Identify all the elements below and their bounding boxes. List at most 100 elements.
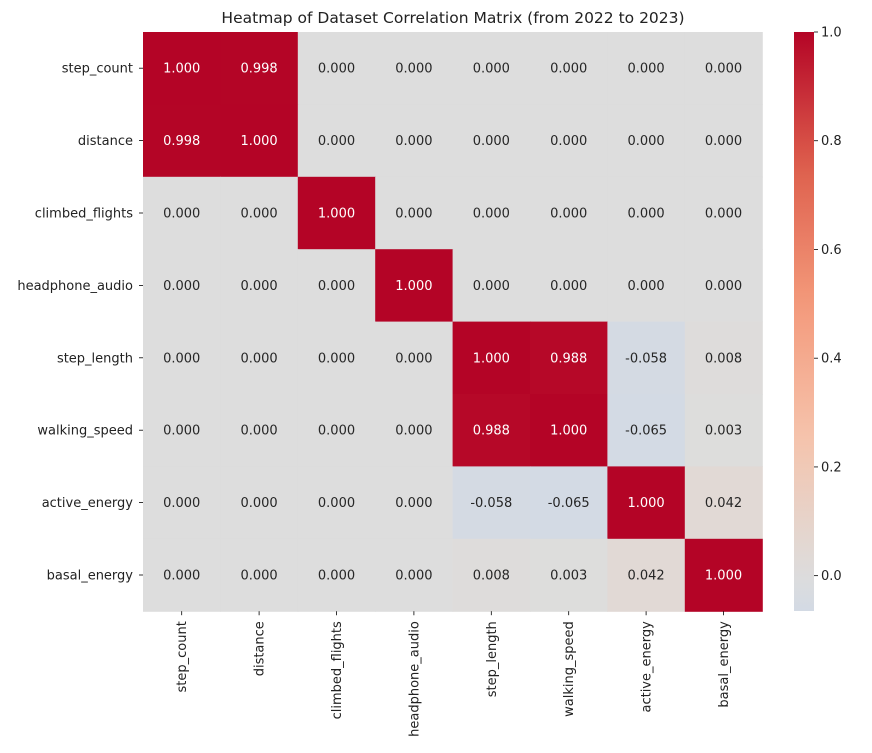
cell-value-label: 1.000 bbox=[395, 279, 432, 294]
y-tick-label: headphone_audio bbox=[17, 279, 133, 294]
cell-value-label: 1.000 bbox=[240, 134, 277, 149]
colorbar-tick-label: 0.8 bbox=[821, 134, 842, 149]
heatmap-cell bbox=[684, 321, 763, 395]
cell-value-label: 0.000 bbox=[473, 62, 510, 77]
cell-value-label: 0.008 bbox=[705, 351, 742, 366]
cell-value-label: 0.000 bbox=[240, 569, 277, 584]
heatmap-cell bbox=[220, 104, 299, 178]
cell-value-label: 0.988 bbox=[473, 424, 510, 439]
cell-annotations: 1.000 0.998 0.000 0.000 0.000 0.000 0.000 0.000… bbox=[163, 62, 742, 584]
heatmap-cell bbox=[297, 104, 376, 178]
chart-title: Heatmap of Dataset Correlation Matrix (f… bbox=[221, 9, 684, 27]
cell-value-label: 0.000 bbox=[705, 134, 742, 149]
heatmap-cell bbox=[220, 32, 299, 105]
heatmap-cell bbox=[297, 321, 376, 395]
cell-value-label: 0.000 bbox=[473, 207, 510, 222]
heatmap-cell bbox=[530, 104, 608, 178]
heatmap-cell bbox=[530, 394, 608, 467]
cell-value-label: 0.988 bbox=[550, 351, 587, 366]
y-tick-label: step_length bbox=[57, 351, 133, 366]
heatmap-cell bbox=[607, 176, 686, 250]
heatmap-cell bbox=[143, 321, 221, 395]
colorbar-tick-label: 0.2 bbox=[821, 460, 842, 475]
cell-value-label: 0.000 bbox=[240, 351, 277, 366]
cell-value-label: 0.000 bbox=[318, 424, 355, 439]
x-tick-label: climbed_flights bbox=[330, 621, 345, 719]
cell-value-label: 1.000 bbox=[550, 424, 587, 439]
y-tick-label: active_energy bbox=[42, 496, 134, 511]
cell-value-label: 0.000 bbox=[163, 207, 200, 222]
heatmap-cell bbox=[684, 249, 763, 323]
heatmap-cell bbox=[143, 249, 221, 323]
cell-value-label: 0.000 bbox=[318, 351, 355, 366]
heatmap-cell bbox=[143, 538, 221, 612]
heatmap-cell bbox=[220, 394, 299, 467]
cell-value-label: 1.000 bbox=[627, 496, 664, 511]
heatmap-cell bbox=[607, 104, 686, 178]
cell-value-label: 0.000 bbox=[705, 207, 742, 222]
heatmap-cell bbox=[684, 176, 763, 250]
heatmap-cell bbox=[452, 176, 531, 250]
heatmap-cell bbox=[297, 249, 376, 323]
heatmap-cell bbox=[684, 466, 763, 540]
cell-value-label: 0.000 bbox=[705, 62, 742, 77]
heatmap-cell bbox=[530, 32, 608, 105]
colorbar: 0.0 0.2 0.4 0.6 0.8 1.0 bbox=[794, 26, 842, 611]
cell-value-label: -0.058 bbox=[470, 496, 512, 511]
x-tick-label: active_energy bbox=[640, 621, 655, 713]
cell-value-label: 0.000 bbox=[395, 424, 432, 439]
y-tick-label: walking_speed bbox=[37, 424, 133, 439]
heatmap-cell bbox=[452, 249, 531, 323]
cell-value-label: 0.000 bbox=[163, 279, 200, 294]
x-tick-label: walking_speed bbox=[562, 621, 577, 717]
heatmap-cell bbox=[375, 249, 454, 323]
cell-value-label: 0.000 bbox=[240, 279, 277, 294]
heatmap-cell bbox=[530, 466, 608, 540]
heatmap-cell bbox=[375, 321, 454, 395]
x-tick-label: distance bbox=[253, 621, 268, 676]
cell-value-label: 0.000 bbox=[240, 496, 277, 511]
cell-value-label: 0.042 bbox=[705, 496, 742, 511]
x-tick-label: step_length bbox=[485, 621, 500, 697]
cell-value-label: 0.008 bbox=[473, 569, 510, 584]
heatmap-cell bbox=[452, 32, 531, 105]
cell-value-label: 0.000 bbox=[473, 279, 510, 294]
heatmap-cell bbox=[530, 249, 608, 323]
cell-value-label: 0.000 bbox=[395, 207, 432, 222]
cell-value-label: 0.000 bbox=[550, 207, 587, 222]
heatmap-cell bbox=[530, 321, 608, 395]
heatmap-cell bbox=[297, 394, 376, 467]
heatmap-cell bbox=[684, 32, 763, 105]
cell-value-label: 0.000 bbox=[318, 134, 355, 149]
heatmap-cell bbox=[297, 466, 376, 540]
x-tick-labels: step_count distance climbed_flights headpho… bbox=[175, 611, 732, 737]
colorbar-ticks: 0.0 0.2 0.4 0.6 0.8 1.0 bbox=[814, 26, 842, 584]
y-tick-label: distance bbox=[78, 134, 133, 149]
heatmap-cells bbox=[143, 32, 763, 612]
heatmap-cell bbox=[375, 176, 454, 250]
cell-value-label: -0.058 bbox=[625, 351, 667, 366]
cell-value-label: 0.000 bbox=[395, 351, 432, 366]
cell-value-label: 1.000 bbox=[163, 62, 200, 77]
cell-value-label: 0.998 bbox=[240, 62, 277, 77]
cell-value-label: 0.000 bbox=[395, 62, 432, 77]
cell-value-label: 0.000 bbox=[395, 496, 432, 511]
heatmap-cell bbox=[220, 176, 299, 250]
cell-value-label: 0.000 bbox=[318, 279, 355, 294]
cell-value-label: 0.000 bbox=[627, 62, 664, 77]
cell-value-label: 0.000 bbox=[318, 62, 355, 77]
cell-value-label: 0.000 bbox=[627, 134, 664, 149]
cell-value-label: 0.003 bbox=[550, 569, 587, 584]
heatmap-cell bbox=[143, 394, 221, 467]
cell-value-label: 0.000 bbox=[395, 134, 432, 149]
y-tick-labels: step_count distance climbed_flightsheadpho… bbox=[17, 62, 143, 584]
colorbar-tick-label: 0.4 bbox=[821, 352, 842, 367]
cell-value-label: 0.000 bbox=[550, 62, 587, 77]
cell-value-label: 0.000 bbox=[318, 496, 355, 511]
heatmap-cell bbox=[143, 466, 221, 540]
colorbar-tick-label: 0.0 bbox=[821, 569, 842, 584]
heatmap-cell bbox=[220, 249, 299, 323]
heatmap-cell bbox=[375, 104, 454, 178]
heatmap-cell bbox=[530, 538, 608, 612]
